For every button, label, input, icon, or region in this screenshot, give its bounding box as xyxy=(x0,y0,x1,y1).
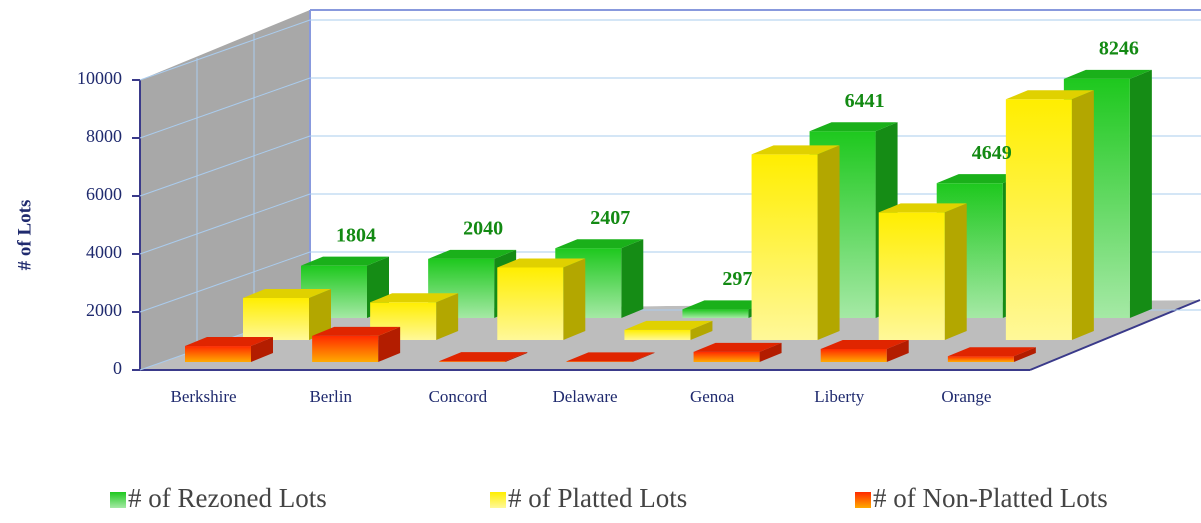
bar-3d xyxy=(820,339,909,362)
bar-side xyxy=(690,320,713,340)
bar xyxy=(1005,99,1072,340)
bar-3d xyxy=(185,337,273,362)
bar-3d xyxy=(243,288,331,340)
bar-top xyxy=(312,326,401,336)
bar-top xyxy=(428,249,517,259)
bar-side xyxy=(621,239,644,318)
bar-3d xyxy=(878,203,967,340)
bar-side xyxy=(251,337,273,362)
legend-swatch xyxy=(855,492,871,508)
y-tick-label: 4000 xyxy=(86,242,122,262)
bar xyxy=(243,297,309,340)
bar-top xyxy=(1005,90,1094,100)
bar-top xyxy=(439,352,528,362)
bar xyxy=(820,348,887,362)
y-tick-label: 10000 xyxy=(77,68,122,88)
bar-top xyxy=(555,239,644,249)
legend-label: # of Platted Lots xyxy=(508,483,687,513)
floor-edge xyxy=(1029,299,1201,371)
x-tick-label: Genoa xyxy=(690,387,735,406)
bar-3d xyxy=(624,320,713,340)
bar-side xyxy=(1013,347,1036,362)
bar-3d xyxy=(566,352,655,362)
grid-line xyxy=(139,251,311,313)
value-label: 6441 xyxy=(845,90,885,112)
x-tick-label: Berlin xyxy=(309,387,352,406)
grid-line xyxy=(139,193,311,255)
x-tick-label: Delaware xyxy=(552,387,617,406)
bar-top xyxy=(624,320,713,330)
bar-side xyxy=(1071,90,1094,340)
side-wall xyxy=(140,10,310,370)
bar-top xyxy=(878,203,967,213)
value-label: 2407 xyxy=(590,207,630,229)
legend-label: # of Rezoned Lots xyxy=(128,483,327,513)
bar-side xyxy=(563,258,586,340)
bar-3d xyxy=(693,342,782,362)
bar-side xyxy=(759,342,782,362)
bar-side xyxy=(944,203,967,340)
bar-3d xyxy=(312,326,401,362)
bar-top xyxy=(693,342,782,352)
bar-top xyxy=(243,288,331,298)
bar-side xyxy=(817,145,840,340)
bar-top xyxy=(751,145,840,155)
y-tick-label: 8000 xyxy=(86,126,122,146)
value-label: 297 xyxy=(722,268,752,290)
bar-top xyxy=(682,300,771,310)
y-tick-label: 2000 xyxy=(86,300,122,320)
bar-top xyxy=(301,256,389,266)
bar-side xyxy=(378,326,401,362)
bar-top xyxy=(936,174,1025,184)
bar-side xyxy=(632,352,655,362)
bar-top xyxy=(185,337,273,347)
bar xyxy=(751,154,818,340)
legend-swatch xyxy=(490,492,506,508)
bar xyxy=(878,212,945,340)
y-tick-label: 6000 xyxy=(86,184,122,204)
bar-3d xyxy=(751,145,840,340)
value-label: 2040 xyxy=(463,217,503,239)
grid-line xyxy=(139,19,311,81)
legend-label: # of Non-Platted Lots xyxy=(873,483,1108,513)
value-label: 4649 xyxy=(972,142,1012,164)
bar xyxy=(947,356,1014,362)
bar-top xyxy=(1063,69,1152,79)
bar-top xyxy=(947,347,1036,357)
bar-top xyxy=(497,258,586,268)
bar-side xyxy=(1129,69,1152,318)
bar-3d xyxy=(947,347,1036,362)
bar-3d xyxy=(439,352,528,362)
x-tick-label: Berkshire xyxy=(171,387,237,406)
bar-side xyxy=(886,339,909,362)
x-tick-label: Orange xyxy=(941,387,991,406)
bar xyxy=(624,329,691,340)
bar-side xyxy=(436,293,459,340)
bar xyxy=(497,267,564,340)
bar xyxy=(693,351,760,362)
value-label: 8246 xyxy=(1099,37,1139,59)
x-tick-label: Concord xyxy=(429,387,488,406)
x-tick-label: Liberty xyxy=(814,387,865,406)
bar-3d xyxy=(497,258,586,340)
y-axis-label: # of Lots xyxy=(14,200,35,271)
bar xyxy=(566,361,633,362)
bar-side xyxy=(309,288,331,340)
bar-side xyxy=(505,352,528,362)
bar-top xyxy=(370,293,459,303)
bar-top xyxy=(809,122,898,132)
y-tick-label: 0 xyxy=(113,358,122,378)
bar xyxy=(312,335,379,362)
grid-line xyxy=(139,135,311,197)
bar-top xyxy=(820,339,909,349)
legend-swatch xyxy=(110,492,126,508)
bar xyxy=(439,361,506,362)
bar xyxy=(185,346,251,362)
value-label: 1804 xyxy=(336,224,376,246)
grid-line xyxy=(139,77,311,139)
bar-top xyxy=(566,352,655,362)
bar xyxy=(682,309,749,318)
bar-3d xyxy=(1005,90,1094,340)
